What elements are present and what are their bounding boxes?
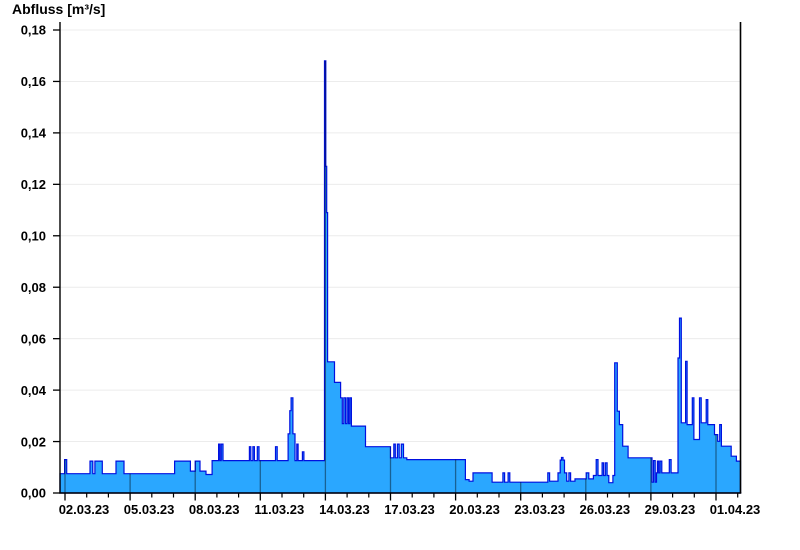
x-tick-label: 14.03.23 <box>319 502 370 517</box>
x-axis-tick-labels: 02.03.23 05.03.23 08.03.23 11.03.23 14.03.23… <box>59 502 761 517</box>
discharge-series <box>59 60 742 494</box>
y-tick-label: 0,00 <box>21 486 46 501</box>
y-tick-label: 0,18 <box>21 23 46 38</box>
x-tick-label: 02.03.23 <box>59 502 110 517</box>
x-tick-label: 20.03.23 <box>449 502 500 517</box>
y-tick-label: 0,12 <box>21 177 46 192</box>
x-tick-label: 05.03.23 <box>124 502 175 517</box>
x-tick-label: 26.03.23 <box>579 502 630 517</box>
x-tick-label: 11.03.23 <box>254 502 304 517</box>
y-tick-label: 0,02 <box>21 434 46 449</box>
x-tick-label: 01.04.23 <box>710 502 761 517</box>
x-tick-label: 23.03.23 <box>514 502 565 517</box>
y-axis-tick-labels: 0,00 0,02 0,04 0,06 0,08 0,10 0,12 0,14 0,16 0,18 <box>21 23 47 501</box>
x-axis-ticks <box>64 493 739 501</box>
chart-title: Abfluss [m³/s] <box>12 1 106 17</box>
y-tick-label: 0,16 <box>21 74 46 89</box>
x-tick-label: 29.03.23 <box>645 502 696 517</box>
horizontal-gridlines <box>60 29 741 443</box>
y-tick-label: 0,06 <box>21 331 46 346</box>
y-tick-label: 0,04 <box>21 383 47 398</box>
y-axis-ticks <box>53 29 60 494</box>
axes <box>59 22 742 494</box>
y-tick-label: 0,14 <box>21 126 47 141</box>
x-tick-label: 17.03.23 <box>384 502 435 517</box>
x-tick-label: 08.03.23 <box>189 502 240 517</box>
discharge-area-path <box>59 60 742 494</box>
y-tick-label: 0,10 <box>21 228 46 243</box>
y-tick-label: 0,08 <box>21 280 46 295</box>
